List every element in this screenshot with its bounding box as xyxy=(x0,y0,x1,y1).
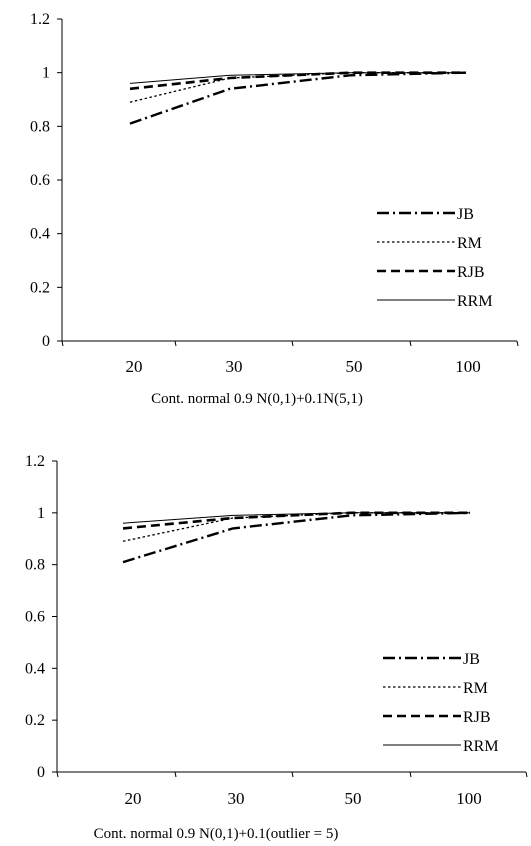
y-tick-label: 0.6 xyxy=(30,172,50,189)
legend-label-jb: JB xyxy=(457,206,474,223)
series-line-jb xyxy=(129,71,467,125)
x-tick-mark xyxy=(291,340,294,347)
x-tick-mark xyxy=(61,340,64,347)
x-tick-label: 50 xyxy=(346,357,363,376)
y-tick-label: 0 xyxy=(37,764,45,781)
x-tick-label: 30 xyxy=(226,357,243,376)
series-line-rjb xyxy=(129,71,466,91)
y-tick-label: 1.2 xyxy=(30,11,50,28)
x-tick-label: 100 xyxy=(455,357,481,376)
y-tick-label: 0.6 xyxy=(25,609,45,626)
x-tick-label: 30 xyxy=(228,789,245,808)
y-tick-label: 1 xyxy=(42,65,50,82)
chart-2: 0 0.2 0.4 0.6 0.8 1 1.2 20 30 50 100 Cont. normal 0… xyxy=(25,453,528,842)
x-tick-mark xyxy=(516,340,519,347)
y-tick-label: 1 xyxy=(37,505,45,522)
x-tick-label: 20 xyxy=(126,357,143,376)
series-line-rm xyxy=(129,72,466,103)
x-tick-label: 100 xyxy=(456,789,482,808)
legend-label-rrm: RRM xyxy=(457,293,493,310)
x-tick-mark xyxy=(291,771,294,778)
x-tick-mark xyxy=(525,771,528,778)
x-tick-label: 20 xyxy=(125,789,142,808)
series-line-rrm xyxy=(129,72,466,84)
y-tick-label: 0.2 xyxy=(25,712,45,729)
legend-label-rm: RM xyxy=(463,680,488,697)
x-tick-mark xyxy=(56,771,59,778)
y-tick-label: 0.4 xyxy=(30,226,50,243)
x-tick-mark xyxy=(174,340,177,347)
series-line-rm xyxy=(122,512,470,542)
x-tick-mark xyxy=(409,340,412,347)
legend-label-rm: RM xyxy=(457,235,482,252)
chart-1: 0 0.2 0.4 0.6 0.8 1 1.2 20 30 50 100 Cont. normal 0… xyxy=(30,11,519,407)
legend-label-jb: JB xyxy=(463,651,480,668)
y-tick-label: 1.2 xyxy=(25,453,45,470)
legend-label-rjb: RJB xyxy=(463,709,491,726)
x-tick-mark xyxy=(409,771,412,778)
x-tick-mark xyxy=(174,771,177,778)
x-axis-label: Cont. normal 0.9 N(0,1)+0.1N(5,1) xyxy=(151,391,363,407)
y-tick-label: 0.8 xyxy=(30,118,50,135)
legend-label-rjb: RJB xyxy=(457,264,485,281)
y-tick-label: 0.8 xyxy=(25,557,45,574)
y-tick-label: 0.2 xyxy=(30,279,50,296)
series-line-rrm xyxy=(122,512,470,524)
x-tick-label: 50 xyxy=(345,789,362,808)
series-line-jb xyxy=(122,511,471,564)
x-axis-label: Cont. normal 0.9 N(0,1)+0.1(outlier = 5) xyxy=(94,826,339,842)
y-tick-label: 0.4 xyxy=(25,660,45,677)
y-tick-label: 0 xyxy=(42,333,50,350)
legend-label-rrm: RRM xyxy=(463,738,499,755)
